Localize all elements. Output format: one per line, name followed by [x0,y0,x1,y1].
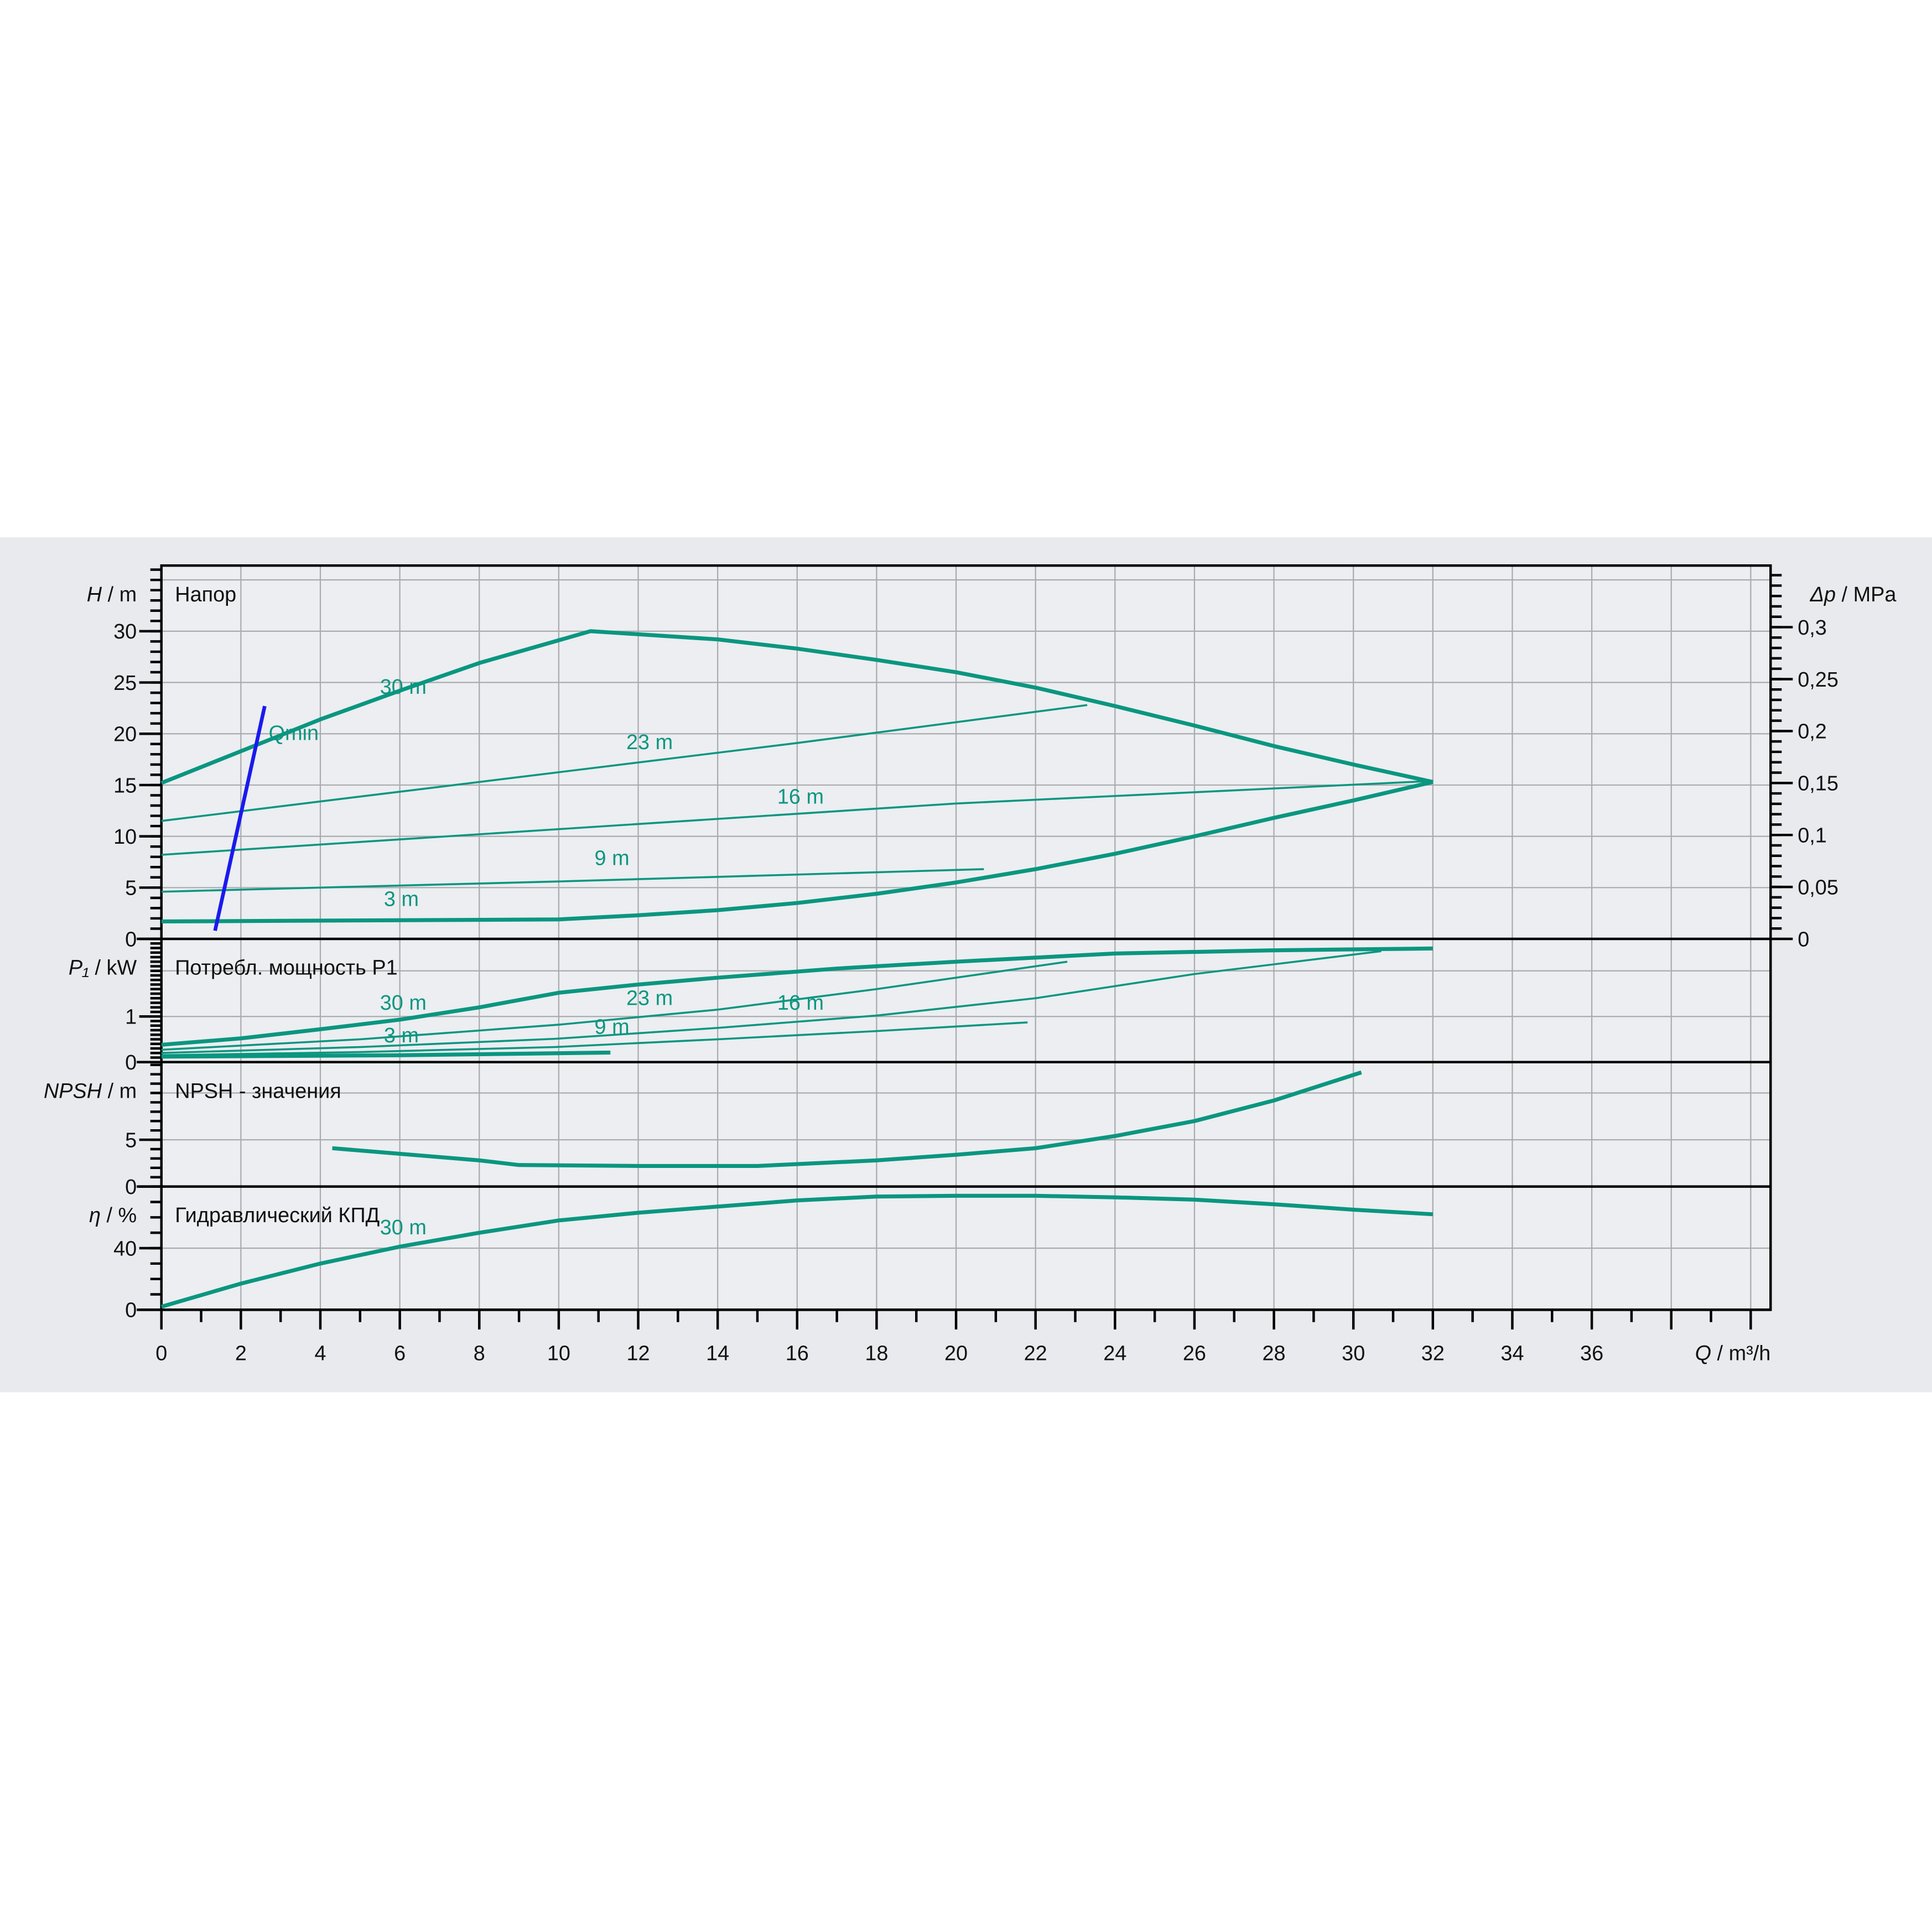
right-tick-label: 0,15 [1798,772,1838,796]
x-tick-label: 32 [1421,1342,1445,1365]
y-tick-label: 40 [113,1237,137,1260]
right-tick-label: 0,3 [1798,616,1827,640]
curve-power-23m [161,960,1068,1051]
y-tick-label: 25 [113,672,137,695]
x-tick-label: 20 [944,1342,968,1365]
panel-title: Потребл. мощность P1 [175,957,397,980]
curve-power-9m [161,1021,1028,1057]
curve-head-min [161,780,1434,924]
x-tick-label: 8 [474,1342,485,1365]
y-tick-label: 15 [113,774,137,797]
curve-label: 16 m [777,785,824,808]
x-tick-label: 24 [1103,1342,1126,1365]
panel-title: NPSH - значения [175,1079,341,1103]
y-tick-label: 5 [125,1129,137,1152]
panel-title: Напор [175,583,236,606]
x-tick-label: 14 [706,1342,729,1365]
y-axis-symbol: NPSH [44,1079,102,1103]
curve-efficiency-30m [160,1193,1434,1309]
y-axis-sep: / [89,957,107,980]
curve-label: 9 m [595,1016,630,1039]
y-tick-label: 20 [113,723,137,746]
curve-power-16m [161,950,1382,1054]
y-tick-label: 0 [125,1051,137,1074]
curve-label: 30 m [380,991,427,1015]
y-tick-label: 10 [113,825,137,849]
x-tick-label: 30 [1342,1342,1365,1365]
x-tick-label: 12 [626,1342,650,1365]
right-tick-label: 0 [1798,928,1809,951]
right-tick-label: 0,1 [1798,824,1827,848]
x-axis-unit: m³/h [1729,1342,1771,1365]
curve-power-3m [161,1050,611,1059]
y-axis-unit: m [120,583,137,606]
right-axis-symbol: Δp [1810,583,1836,606]
y-tick-label: 0 [125,1299,137,1322]
x-tick-label: 22 [1024,1342,1047,1365]
right-axis-unit: MPa [1853,583,1897,606]
y-axis-symbol: H [87,583,102,606]
y-tick-label: 5 [125,877,137,900]
curves [160,629,1434,1309]
y-axis-symbol: P₁ [69,957,89,980]
curve-label: 16 m [777,991,824,1015]
right-tick-label: 0,2 [1798,720,1827,744]
curve-npsh-NPSH [332,1070,1362,1168]
y-axis-label: H / m [87,583,137,606]
x-tick-label: 28 [1263,1342,1286,1365]
panel-title: Гидравлический КПД [175,1204,380,1227]
y-axis-sep: / [102,1079,120,1103]
x-tick-label: 16 [786,1342,809,1365]
right-tick-label: 0,05 [1798,876,1838,899]
curve-label: 30 m [380,676,427,699]
x-axis-symbol: Q [1695,1342,1711,1365]
right-axis-label: Δp / MPa [1810,583,1897,606]
y-tick-label: 0 [125,1176,137,1199]
x-axis-sep: / [1711,1342,1729,1365]
curve-label: 23 m [626,731,673,754]
y-axis-label: NPSH / m [44,1079,137,1103]
y-axis-label: η / % [89,1204,137,1227]
x-tick-label: 2 [235,1342,247,1365]
y-axis-sep: / [102,583,120,606]
y-axis-unit: m [120,1079,137,1103]
x-axis-label: Q / m³/h [1695,1342,1771,1365]
x-tick-label: 6 [394,1342,406,1365]
x-tick-label: 0 [155,1342,167,1365]
x-tick-label: 26 [1183,1342,1206,1365]
y-axis-label: P₁ / kW [69,957,137,980]
y-axis-sep: / [101,1204,118,1227]
y-tick-label: 30 [113,620,137,643]
curve-head-30m [160,629,1434,785]
curve-head-23m [161,704,1088,822]
plot-frame [160,564,1772,1311]
curve-head-16m [161,780,1433,856]
right-tick-label: 0,25 [1798,668,1838,692]
curve-label: Qmin [269,721,319,745]
curve-power-30m [161,946,1433,1047]
y-tick-label: 0 [125,928,137,951]
curve-label: 9 m [595,847,630,870]
curve-label: 30 m [380,1216,427,1239]
curve-head-Qmin [213,705,267,931]
x-tick-label: 18 [865,1342,888,1365]
curve-label: 23 m [626,987,673,1010]
x-tick-label: 34 [1500,1342,1524,1365]
curve-label: 3 m [384,888,419,911]
x-tick-label: 4 [314,1342,326,1365]
curve-label: 3 m [384,1024,419,1047]
y-axis-unit: kW [107,957,137,980]
y-tick-label: 1 [125,1006,137,1029]
x-tick-label: 10 [547,1342,570,1365]
y-axis-unit: % [118,1204,137,1227]
axes [137,564,1793,1329]
curve-head-9m [161,868,984,893]
right-axis-sep: / [1836,583,1853,606]
x-tick-label: 36 [1580,1342,1603,1365]
y-axis-symbol: η [89,1204,101,1227]
